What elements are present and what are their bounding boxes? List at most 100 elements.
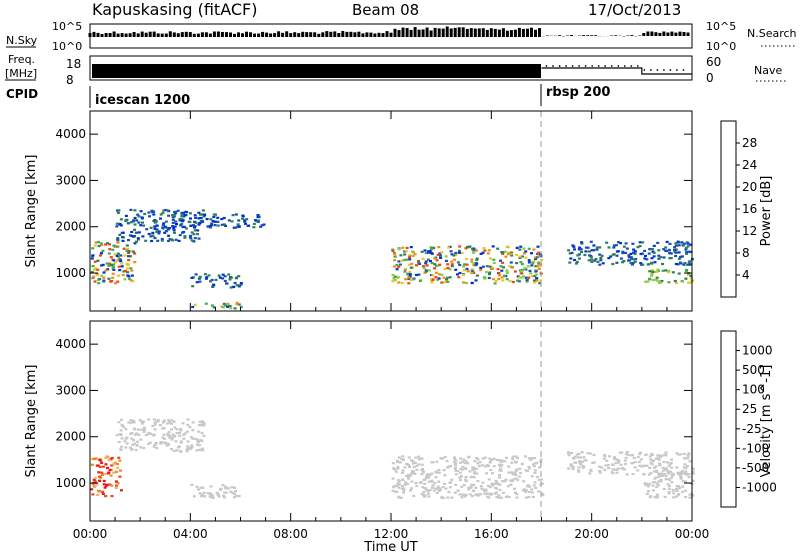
data-cell [524,496,528,499]
data-cell [98,458,102,461]
data-cell [396,465,400,469]
data-cell [193,237,197,240]
data-cell [670,481,674,484]
cpid-segment-2: rbsp 200 [546,85,610,100]
data-cell [534,273,538,276]
data-cell [670,476,674,479]
data-cell [233,281,237,285]
velocity-colorbar-tick-label: -25 [742,422,762,436]
data-cell [224,224,228,227]
data-cell [450,496,454,499]
data-cell [535,256,539,259]
data-cell [95,464,99,467]
data-cell [96,493,100,496]
data-cell [662,256,666,259]
data-cell [142,420,146,423]
data-cell [108,483,112,486]
data-cell [192,224,195,227]
data-cell [458,461,462,464]
data-cell [465,257,469,261]
nave-dot [630,65,633,67]
data-cell [121,274,125,277]
data-cell [120,437,124,440]
data-cell [679,476,683,479]
data-cell [256,220,260,223]
data-cell [190,231,194,234]
data-cell [107,252,111,255]
data-cell [439,457,443,460]
data-cell [235,303,239,306]
data-cell [520,463,524,466]
data-cell [398,461,402,464]
data-cell [196,233,200,236]
data-cell [513,270,517,273]
data-cell [403,270,407,273]
data-cell [526,469,529,472]
data-cell [499,469,503,472]
ytick-label: 4000 [55,337,86,351]
data-cell [456,261,460,264]
data-cell [456,470,460,473]
data-cell [134,448,138,452]
power-xaxis-ticks [89,111,693,311]
data-cell [406,272,410,276]
data-cell [406,473,410,476]
data-cell [587,250,591,253]
data-cell [179,441,183,444]
data-cell [171,225,175,228]
data-cell [237,225,241,228]
data-cell [689,274,693,277]
power-cells [90,208,694,310]
data-cell [606,464,610,467]
data-cell [91,493,95,496]
data-cell [630,454,634,457]
data-cell [133,242,137,245]
data-cell [638,245,642,248]
data-cell [153,225,157,228]
data-cell [178,234,182,237]
data-cell [172,420,176,423]
data-cell [674,251,678,254]
data-cell [210,222,214,225]
data-cell [654,457,658,460]
data-cell [438,487,442,490]
data-cell [126,222,130,225]
data-cell [675,495,678,498]
data-cell [139,438,143,441]
data-cell [684,246,688,250]
data-cell [520,276,524,279]
data-cell [685,268,689,271]
data-cell [684,480,687,483]
data-cell [189,234,192,237]
data-cell [201,449,205,452]
data-cell [244,222,247,225]
data-cell [528,485,531,488]
data-cell [171,433,175,436]
data-cell [393,275,397,278]
data-cell [482,247,486,250]
data-cell [480,487,484,490]
data-cell [475,257,479,260]
data-cell [670,466,674,469]
data-cell [470,495,474,498]
data-cell [152,213,156,216]
data-cell [447,246,451,249]
data-cell [656,496,659,499]
data-cell [504,478,508,481]
data-cell [117,256,120,259]
data-cell [685,251,689,254]
data-cell [531,495,535,499]
data-cell [487,276,491,280]
data-cell [470,483,473,486]
data-cell [645,258,649,261]
data-cell [582,456,586,459]
data-cell [612,244,616,247]
data-cell [493,492,497,495]
data-cell [675,452,679,455]
data-cell [570,452,574,455]
data-cell [94,267,98,270]
time-axis-label: Time UT [363,540,417,554]
data-cell [145,228,149,231]
data-cell [686,454,690,457]
